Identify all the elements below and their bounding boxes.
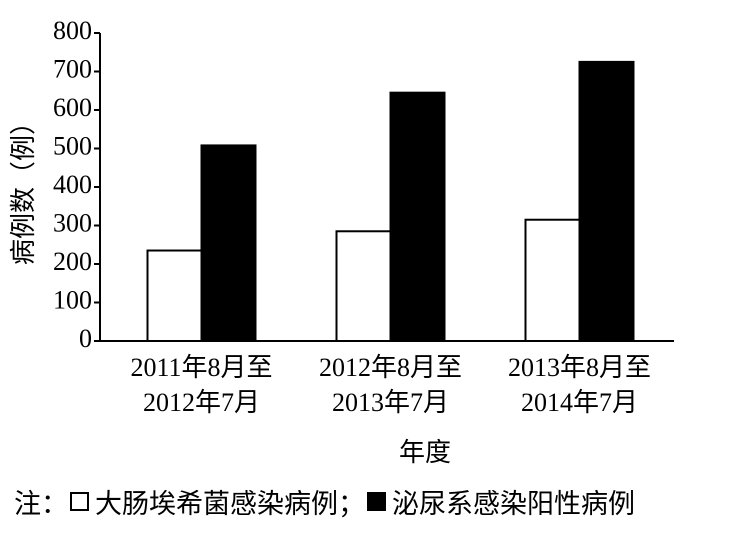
bar bbox=[578, 60, 635, 342]
x-tick-label: 2014年7月 bbox=[521, 388, 638, 417]
bar bbox=[524, 218, 581, 343]
x-tick-label: 2013年7月 bbox=[332, 388, 449, 417]
y-tick-label: 300 bbox=[53, 208, 92, 237]
x-tick-label: 2012年8月至 bbox=[319, 353, 462, 382]
x-tick-label: 2013年8月至 bbox=[508, 353, 651, 382]
legend-label: 泌尿系感染阳性病例 bbox=[392, 489, 635, 519]
legend-swatch bbox=[367, 492, 386, 511]
y-tick-label: 100 bbox=[53, 285, 92, 314]
y-tick-label: 400 bbox=[53, 170, 92, 199]
bar bbox=[389, 91, 446, 342]
y-tick-label: 500 bbox=[53, 131, 92, 160]
y-axis-label: 病例数（例） bbox=[9, 109, 38, 265]
bar bbox=[146, 249, 203, 342]
y-tick-label: 0 bbox=[79, 324, 92, 353]
legend: 注： 大肠埃希菌感染病例； 泌尿系感染阳性病例 bbox=[14, 482, 635, 521]
y-tick-label: 700 bbox=[53, 54, 92, 83]
legend-separator: ； bbox=[338, 489, 365, 519]
y-tick-label: 800 bbox=[53, 16, 92, 45]
x-tick-label: 2011年8月至 bbox=[130, 353, 272, 382]
x-tick-label: 2012年7月 bbox=[143, 388, 260, 417]
y-tick-label: 200 bbox=[53, 247, 92, 276]
bar bbox=[335, 230, 392, 342]
y-tick-label: 600 bbox=[53, 93, 92, 122]
legend-note: 注： bbox=[14, 489, 68, 519]
legend-swatch bbox=[70, 492, 89, 511]
x-axis-label: 年度 bbox=[399, 438, 451, 467]
bar bbox=[200, 144, 257, 342]
legend-label: 大肠埃希菌感染病例 bbox=[95, 489, 338, 519]
